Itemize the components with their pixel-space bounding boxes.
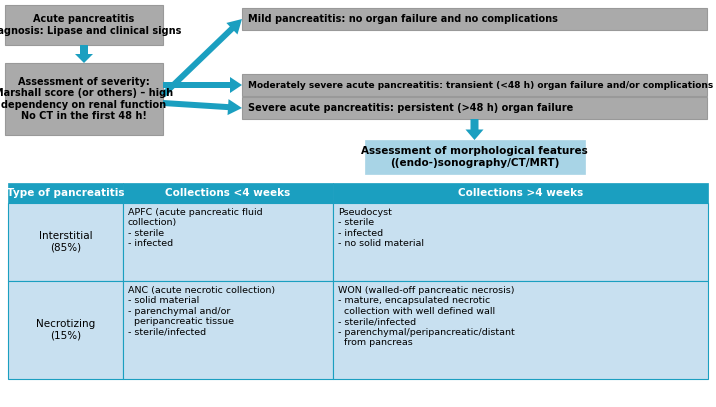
Text: Acute pancreatitis
Diagnosis: Lipase and clinical signs: Acute pancreatitis Diagnosis: Lipase and…	[0, 14, 182, 36]
Text: WON (walled-off pancreatic necrosis)
- mature, encapsulated necrotic
  collectio: WON (walled-off pancreatic necrosis) - m…	[338, 286, 515, 347]
Bar	[123, 183, 333, 203]
Bar	[8, 281, 123, 379]
Text: Type of pancreatitis: Type of pancreatitis	[6, 188, 125, 198]
Bar	[8, 183, 123, 203]
Polygon shape	[163, 77, 242, 93]
Bar	[123, 203, 333, 281]
Bar	[242, 97, 707, 119]
Text: ANC (acute necrotic collection)
- solid material
- parenchymal and/or
  peripanc: ANC (acute necrotic collection) - solid …	[128, 286, 275, 337]
Bar	[5, 63, 163, 135]
Text: Assessment of morphological features
((endo-)sonography/CT/MRT): Assessment of morphological features ((e…	[361, 146, 588, 168]
Text: Severe acute pancreatitis: persistent (>48 h) organ failure: Severe acute pancreatitis: persistent (>…	[248, 103, 574, 113]
Text: Moderately severe acute pancreatitis: transient (<48 h) organ failure and/or com: Moderately severe acute pancreatitis: tr…	[248, 81, 713, 90]
Text: Collections >4 weeks: Collections >4 weeks	[458, 188, 583, 198]
Polygon shape	[465, 119, 483, 140]
Bar	[242, 8, 707, 30]
Bar	[333, 183, 708, 203]
Text: Pseudocyst
- sterile
- infected
- no solid material: Pseudocyst - sterile - infected - no sol…	[338, 208, 424, 248]
Text: Mild pancreatitis: no organ failure and no complications: Mild pancreatitis: no organ failure and …	[248, 14, 558, 24]
Text: APFC (acute pancreatic fluid
collection)
- sterile
- infected: APFC (acute pancreatic fluid collection)…	[128, 208, 263, 248]
Polygon shape	[75, 45, 93, 63]
Bar	[364, 140, 584, 174]
Polygon shape	[163, 99, 242, 115]
Polygon shape	[161, 19, 242, 97]
Bar	[5, 5, 163, 45]
Bar	[8, 203, 123, 281]
Bar	[242, 74, 707, 96]
Bar	[123, 281, 333, 379]
Bar	[333, 281, 708, 379]
Text: Necrotizing
(15%): Necrotizing (15%)	[36, 319, 95, 341]
Text: Collections <4 weeks: Collections <4 weeks	[165, 188, 291, 198]
Bar	[333, 203, 708, 281]
Text: Assessment of severity:
Marshall score (or others) – high
dependency on renal fu: Assessment of severity: Marshall score (…	[0, 77, 173, 121]
Text: Interstitial
(85%): Interstitial (85%)	[39, 231, 92, 253]
